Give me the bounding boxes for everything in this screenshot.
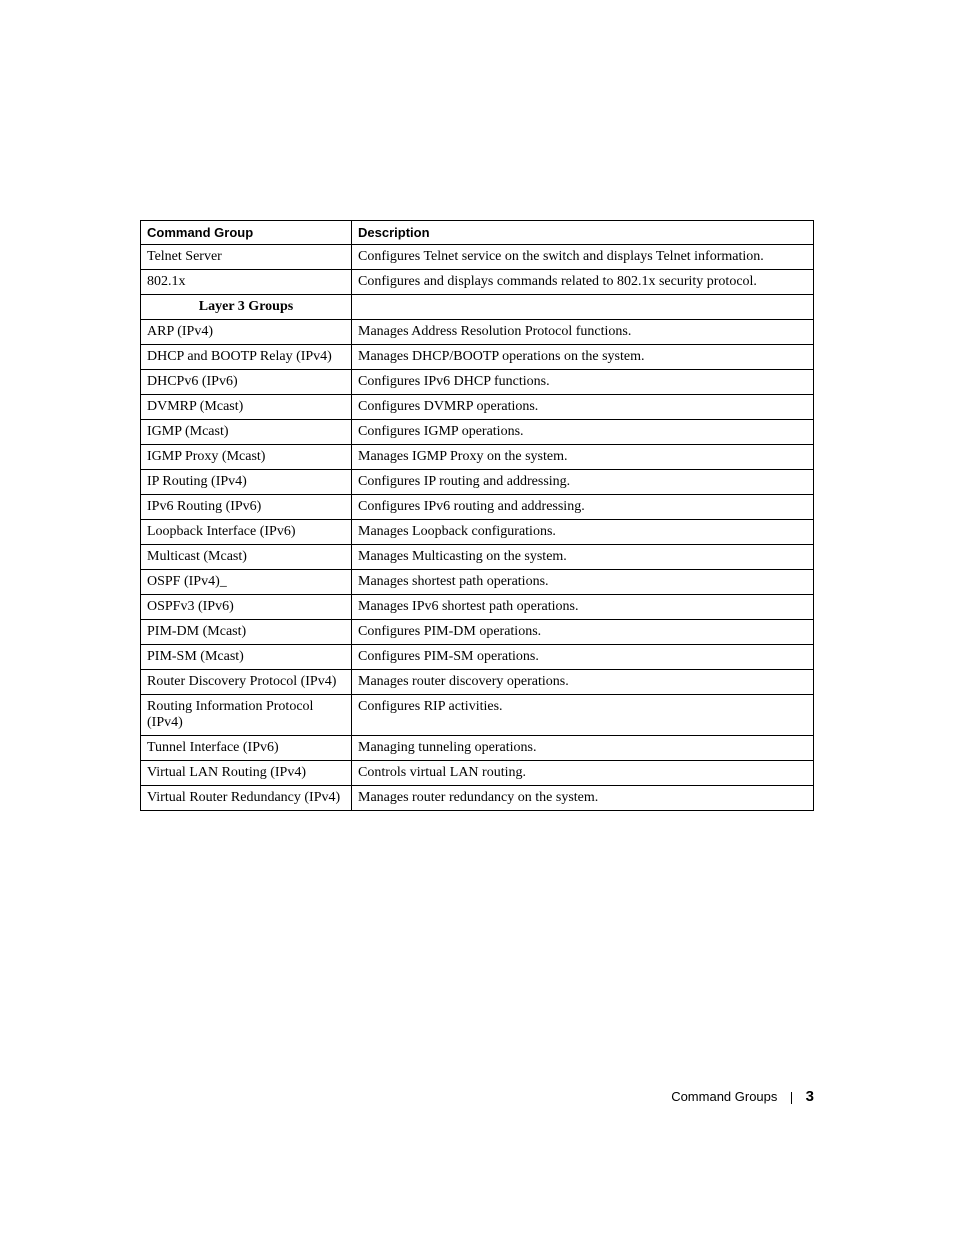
command-groups-table: Command Group Description Telnet ServerC… bbox=[140, 220, 814, 811]
table-row: ARP (IPv4)Manages Address Resolution Pro… bbox=[141, 320, 814, 345]
description-cell: Configures IPv6 DHCP functions. bbox=[352, 370, 814, 395]
description-cell: Configures IP routing and addressing. bbox=[352, 470, 814, 495]
description-cell: Manages Loopback configurations. bbox=[352, 520, 814, 545]
description-cell: Manages IGMP Proxy on the system. bbox=[352, 445, 814, 470]
table-row: Tunnel Interface (IPv6)Managing tunnelin… bbox=[141, 736, 814, 761]
footer-page-number: 3 bbox=[806, 1088, 814, 1105]
command-group-cell: IGMP Proxy (Mcast) bbox=[141, 445, 352, 470]
table-row: IGMP (Mcast)Configures IGMP operations. bbox=[141, 420, 814, 445]
table-row: Virtual Router Redundancy (IPv4)Manages … bbox=[141, 786, 814, 811]
command-group-cell: DHCP and BOOTP Relay (IPv4) bbox=[141, 345, 352, 370]
command-group-cell: Multicast (Mcast) bbox=[141, 545, 352, 570]
command-group-cell: DHCPv6 (IPv6) bbox=[141, 370, 352, 395]
table-row: Routing Information Protocol (IPv4)Confi… bbox=[141, 695, 814, 736]
table-row: DHCP and BOOTP Relay (IPv4)Manages DHCP/… bbox=[141, 345, 814, 370]
command-group-cell: Virtual Router Redundancy (IPv4) bbox=[141, 786, 352, 811]
table-row: Multicast (Mcast)Manages Multicasting on… bbox=[141, 545, 814, 570]
description-cell: Manages DHCP/BOOTP operations on the sys… bbox=[352, 345, 814, 370]
table-row: IP Routing (IPv4)Configures IP routing a… bbox=[141, 470, 814, 495]
command-group-cell: IP Routing (IPv4) bbox=[141, 470, 352, 495]
table-row: Layer 3 Groups bbox=[141, 295, 814, 320]
description-cell: Manages Address Resolution Protocol func… bbox=[352, 320, 814, 345]
page-footer: Command Groups 3 bbox=[671, 1088, 814, 1105]
table-row: Virtual LAN Routing (IPv4)Controls virtu… bbox=[141, 761, 814, 786]
table-row: Router Discovery Protocol (IPv4)Manages … bbox=[141, 670, 814, 695]
description-cell: Configures Telnet service on the switch … bbox=[352, 245, 814, 270]
command-group-cell: OSPF (IPv4)_ bbox=[141, 570, 352, 595]
section-heading-empty bbox=[352, 295, 814, 320]
command-group-cell: Virtual LAN Routing (IPv4) bbox=[141, 761, 352, 786]
command-group-cell: PIM-DM (Mcast) bbox=[141, 620, 352, 645]
footer-separator bbox=[791, 1092, 792, 1104]
command-group-cell: Telnet Server bbox=[141, 245, 352, 270]
command-group-cell: Loopback Interface (IPv6) bbox=[141, 520, 352, 545]
command-group-cell: PIM-SM (Mcast) bbox=[141, 645, 352, 670]
description-cell: Controls virtual LAN routing. bbox=[352, 761, 814, 786]
command-group-cell: OSPFv3 (IPv6) bbox=[141, 595, 352, 620]
description-cell: Configures DVMRP operations. bbox=[352, 395, 814, 420]
description-cell: Configures PIM-SM operations. bbox=[352, 645, 814, 670]
table-row: OSPFv3 (IPv6)Manages IPv6 shortest path … bbox=[141, 595, 814, 620]
header-description: Description bbox=[352, 221, 814, 245]
table-row: Telnet ServerConfigures Telnet service o… bbox=[141, 245, 814, 270]
table-row: PIM-DM (Mcast)Configures PIM-DM operatio… bbox=[141, 620, 814, 645]
table-row: IPv6 Routing (IPv6)Configures IPv6 routi… bbox=[141, 495, 814, 520]
description-cell: Managing tunneling operations. bbox=[352, 736, 814, 761]
command-group-cell: ARP (IPv4) bbox=[141, 320, 352, 345]
command-group-cell: IGMP (Mcast) bbox=[141, 420, 352, 445]
table-row: Loopback Interface (IPv6)Manages Loopbac… bbox=[141, 520, 814, 545]
description-cell: Configures IGMP operations. bbox=[352, 420, 814, 445]
description-cell: Manages Multicasting on the system. bbox=[352, 545, 814, 570]
command-group-cell: Tunnel Interface (IPv6) bbox=[141, 736, 352, 761]
table-row: OSPF (IPv4)_Manages shortest path operat… bbox=[141, 570, 814, 595]
command-group-cell: IPv6 Routing (IPv6) bbox=[141, 495, 352, 520]
command-group-cell: Router Discovery Protocol (IPv4) bbox=[141, 670, 352, 695]
command-group-cell: Routing Information Protocol (IPv4) bbox=[141, 695, 352, 736]
description-cell: Manages router discovery operations. bbox=[352, 670, 814, 695]
description-cell: Configures and displays commands related… bbox=[352, 270, 814, 295]
description-cell: Manages router redundancy on the system. bbox=[352, 786, 814, 811]
table-row: DHCPv6 (IPv6)Configures IPv6 DHCP functi… bbox=[141, 370, 814, 395]
table-row: PIM-SM (Mcast)Configures PIM-SM operatio… bbox=[141, 645, 814, 670]
table-row: DVMRP (Mcast)Configures DVMRP operations… bbox=[141, 395, 814, 420]
description-cell: Manages IPv6 shortest path operations. bbox=[352, 595, 814, 620]
table-row: IGMP Proxy (Mcast)Manages IGMP Proxy on … bbox=[141, 445, 814, 470]
header-command-group: Command Group bbox=[141, 221, 352, 245]
section-heading: Layer 3 Groups bbox=[141, 295, 352, 320]
command-group-cell: 802.1x bbox=[141, 270, 352, 295]
description-cell: Configures RIP activities. bbox=[352, 695, 814, 736]
description-cell: Configures PIM-DM operations. bbox=[352, 620, 814, 645]
description-cell: Manages shortest path operations. bbox=[352, 570, 814, 595]
table-row: 802.1xConfigures and displays commands r… bbox=[141, 270, 814, 295]
command-group-cell: DVMRP (Mcast) bbox=[141, 395, 352, 420]
description-cell: Configures IPv6 routing and addressing. bbox=[352, 495, 814, 520]
footer-title: Command Groups bbox=[671, 1089, 777, 1104]
